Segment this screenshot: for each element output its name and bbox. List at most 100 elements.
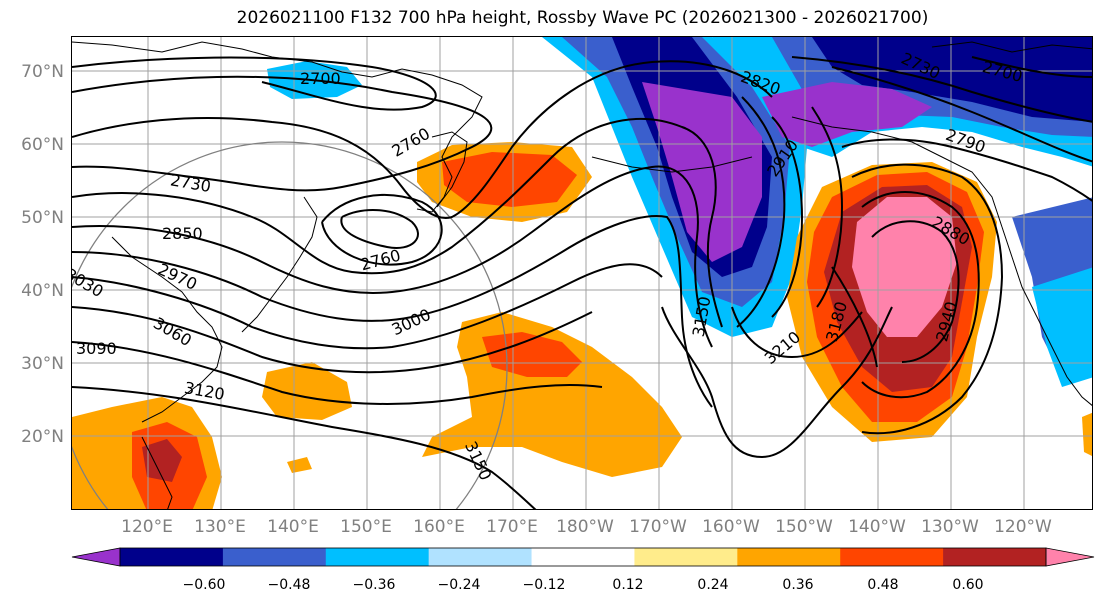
contour-line: [831, 66, 1092, 163]
graticule: [72, 37, 1092, 509]
longitude-label: 170°E: [486, 517, 538, 537]
contour-line: [72, 215, 713, 408]
coastline-na-west: [1001, 226, 1092, 406]
coastline-japan: [241, 196, 318, 333]
contour-label: 2760: [388, 124, 433, 161]
colorbar-segment: [634, 548, 738, 566]
longitude-label: 170°W: [629, 517, 687, 537]
colorbar-tick-label: 0.60: [952, 577, 984, 593]
contour-line: [72, 56, 437, 111]
colorbar-tick-label: −0.12: [522, 577, 566, 593]
colorbar: [71, 547, 1095, 567]
contour-line: [736, 96, 786, 328]
contour-label: 3090: [76, 339, 117, 358]
positive-anomaly-region: [287, 457, 312, 473]
colorbar-segment: [120, 548, 224, 566]
colorbar-segment: [840, 548, 944, 566]
reference-circle: [72, 141, 508, 509]
negative-anomaly-region: [1032, 267, 1092, 387]
colorbar-tick-label: −0.48: [267, 577, 311, 593]
longitude-label: 120°E: [121, 517, 173, 537]
coastline-arctic: [931, 41, 1092, 53]
contour-line: [771, 116, 804, 318]
contour-line: [841, 138, 1092, 202]
contour-line: [871, 220, 960, 363]
coastlines: [72, 41, 1092, 509]
contour-line: [811, 106, 844, 308]
colorbar-tick-label: −0.24: [437, 577, 481, 593]
height-contours: [72, 56, 1092, 509]
positive-anomaly-region: [422, 312, 682, 477]
negative-anomaly-region: [812, 37, 1092, 122]
contour-line: [791, 56, 1092, 123]
colorbar-segment: [531, 548, 635, 566]
latitude-label: 20°N: [21, 427, 64, 447]
longitude-label: 160°E: [413, 517, 465, 537]
contour-label: 3030: [72, 264, 107, 301]
colorbar-tick-label: 0.12: [612, 577, 644, 593]
coastline-kamchatka: [431, 131, 468, 208]
contour-line: [831, 266, 878, 368]
colorbar-outline: [119, 547, 1047, 567]
contour-line: [851, 163, 1004, 435]
map-title: 2026021100 F132 700 hPa height, Rossby W…: [236, 8, 929, 28]
contour-line: [321, 194, 443, 266]
latitude-label: 60°N: [21, 135, 64, 155]
colorbar-extend-high: [1045, 547, 1095, 567]
colorbar-extend-low: [71, 547, 121, 567]
contour-line: [72, 60, 773, 219]
colorbar-segment: [325, 548, 430, 566]
contour-line: [661, 306, 893, 459]
colorbar-tick-label: −0.60: [182, 577, 226, 593]
longitude-label: 130°W: [921, 517, 979, 537]
colorbar-segment: [737, 548, 841, 566]
coastline-philippines: [141, 436, 173, 509]
longitude-label: 150°E: [340, 517, 392, 537]
contour-line: [72, 341, 603, 405]
positive-anomaly-region: [262, 362, 352, 420]
contour-line: [72, 118, 723, 328]
colorbar-tick-label: −0.36: [352, 577, 396, 593]
longitude-label: 120°W: [994, 517, 1052, 537]
latitude-label: 40°N: [21, 281, 64, 301]
coastline-alaska: [791, 116, 1003, 228]
positive-anomaly-region: [1082, 412, 1092, 456]
contour-line: [72, 263, 663, 350]
contour-label: 2760: [358, 245, 402, 274]
colorbar-segment: [222, 548, 327, 566]
contour-label: 2850: [162, 224, 203, 243]
contour-label: 3000: [389, 305, 434, 339]
coastline-asia: [72, 41, 483, 213]
contour-line: [72, 306, 593, 374]
colorbar-tick-label: 0.24: [697, 577, 729, 593]
anomaly-shading: [72, 37, 1092, 509]
map-canvas: 2700 2760 2730 2850 2760 2970 3000 3030 …: [72, 37, 1092, 509]
longitude-label: 140°W: [848, 517, 906, 537]
longitude-label: 150°W: [775, 517, 833, 537]
longitude-label: 140°E: [267, 517, 319, 537]
contour-line: [731, 306, 863, 359]
latitude-label: 30°N: [21, 354, 64, 374]
contour-line: [72, 165, 713, 348]
colorbar-segment: [943, 548, 1047, 566]
longitude-label: 180°W: [556, 517, 614, 537]
positive-anomaly-region: [142, 439, 182, 482]
coastline-korea-china: [111, 236, 223, 423]
contour-label: 2730: [169, 170, 212, 196]
contour-line: [340, 209, 419, 249]
latitude-label: 70°N: [21, 62, 64, 82]
longitude-label: 160°W: [702, 517, 760, 537]
contour-line: [72, 75, 493, 192]
coastline-aleutians: [591, 156, 753, 173]
contour-label: 3060: [150, 313, 195, 350]
colorbar-tick-label: 0.36: [782, 577, 814, 593]
contour-line: [971, 56, 1092, 78]
latitude-label: 50°N: [21, 208, 64, 228]
colorbar-segment: [428, 548, 533, 566]
contour-line: [72, 386, 537, 509]
map-panel: 2700 2760 2730 2850 2760 2970 3000 3030 …: [71, 36, 1093, 510]
colorbar-segments: [71, 547, 1095, 567]
longitude-label: 130°E: [194, 517, 246, 537]
contour-line: [861, 191, 980, 399]
colorbar-tick-label: 0.48: [867, 577, 899, 593]
